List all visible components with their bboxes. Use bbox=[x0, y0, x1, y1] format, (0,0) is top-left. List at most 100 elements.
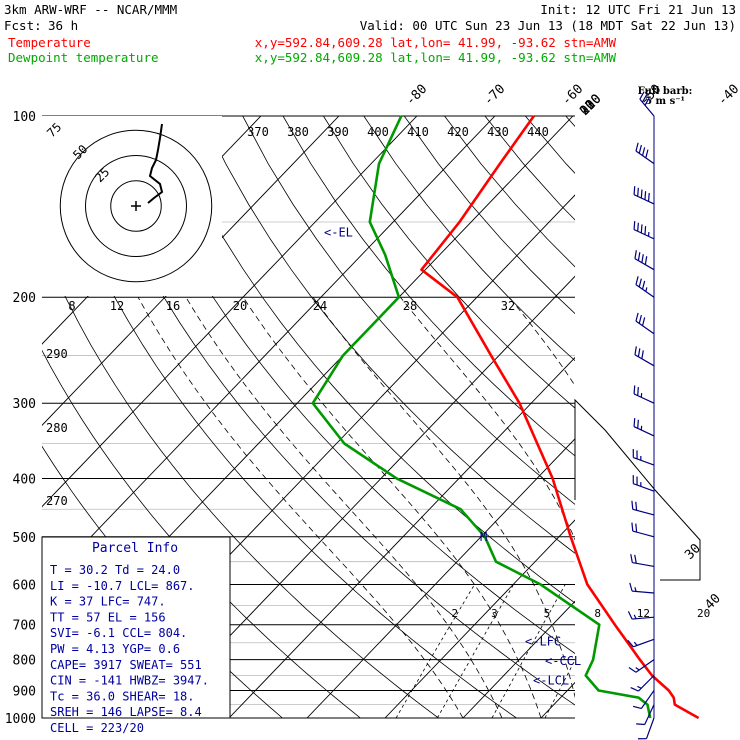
mixing-ratio-line bbox=[491, 584, 566, 718]
dry-adiabat bbox=[323, 116, 575, 409]
dry-adiabat bbox=[606, 116, 740, 718]
dry-adiabat bbox=[484, 116, 575, 221]
parcel-info-row: SVI= -6.1 CCL= 804. bbox=[50, 626, 187, 640]
mixing-ratio-label: 20 bbox=[697, 607, 710, 620]
dry-adiabat bbox=[242, 116, 575, 505]
isotherm-label-right: 30 bbox=[682, 541, 704, 563]
level-annotation: <-CCL bbox=[545, 654, 581, 668]
parcel-info-row: TT = 57 EL = 156 bbox=[50, 610, 166, 624]
pressure-label: 700 bbox=[13, 619, 36, 634]
wind-speed-label: 28 bbox=[403, 299, 417, 313]
barb-note-line1: Full barb: bbox=[638, 86, 693, 97]
mixing-ratio-label: 8 bbox=[594, 607, 601, 620]
parcel-info-row: LI = -10.7 LCL= 867. bbox=[50, 579, 195, 593]
theta-e-label: 400 bbox=[367, 125, 389, 139]
wind-barb bbox=[632, 448, 655, 466]
hodograph-trace bbox=[147, 123, 164, 204]
wind-barb bbox=[627, 611, 655, 620]
dry-adiabat bbox=[80, 116, 575, 706]
isotherm-label-top: -70 bbox=[481, 82, 508, 109]
init-time: Init: 12 UTC Fri 21 Jun 13 bbox=[540, 2, 736, 17]
wind-barb bbox=[635, 276, 655, 298]
level-annotation: M bbox=[480, 530, 487, 544]
pressure-label: 600 bbox=[13, 578, 36, 593]
dry-adiabat bbox=[524, 116, 575, 174]
isotherm-line bbox=[150, 275, 575, 718]
wind-barb bbox=[635, 142, 655, 165]
dry-adiabat bbox=[42, 118, 517, 718]
wind-barb bbox=[632, 690, 655, 710]
dry-adiabat bbox=[403, 116, 575, 315]
wind-barb bbox=[633, 186, 655, 205]
wind-speed-label: 32 bbox=[501, 299, 515, 313]
mixing-ratio-label: 12 bbox=[637, 607, 650, 620]
wind-barb bbox=[630, 554, 655, 568]
isotherm-label-top: -80 bbox=[403, 82, 430, 109]
valid-time: Valid: 00 UTC Sun 23 Jun 13 (18 MDT Sat … bbox=[360, 18, 736, 33]
wind-barb bbox=[633, 385, 655, 404]
hodograph-ring bbox=[59, 129, 213, 283]
parcel-info-box: Parcel Info T = 30.2 Td = 24.0 LI = -10.7 … bbox=[41, 536, 231, 735]
theta-e-label: 380 bbox=[287, 125, 309, 139]
parcel-info-title: Parcel Info bbox=[92, 541, 178, 556]
isotherm-label-top: -40 bbox=[715, 82, 740, 109]
moist-adiabat bbox=[242, 296, 542, 718]
wind-barb bbox=[627, 638, 655, 648]
wind-barb bbox=[631, 522, 655, 538]
level-annotation: <-LCL bbox=[533, 674, 569, 688]
wind-barb bbox=[634, 346, 655, 367]
dry-adiabat bbox=[201, 116, 575, 554]
dry-adiabat bbox=[687, 116, 740, 718]
wind-barb bbox=[633, 418, 655, 437]
wind-barb bbox=[630, 675, 655, 692]
theta-e-label: 420 bbox=[447, 125, 469, 139]
isotherm-line bbox=[228, 356, 575, 718]
level-annotation: <-LFC bbox=[525, 635, 561, 649]
pressure-label: 200 bbox=[13, 291, 36, 306]
mixing-ratio-label: 5 bbox=[544, 607, 551, 620]
temperature-trace bbox=[420, 115, 700, 720]
mixing-ratio-line bbox=[593, 584, 660, 718]
theta-label: 270 bbox=[46, 494, 68, 508]
barb-note-line2: 5 m s⁻¹ bbox=[645, 96, 685, 107]
sounding-traces: <-EL <-LFC <-CCL <-LCL M bbox=[311, 115, 700, 720]
wind-barb bbox=[633, 221, 655, 240]
wind-barb bbox=[639, 91, 655, 117]
pressure-label: 800 bbox=[13, 654, 36, 669]
theta-e-label: 440 bbox=[527, 125, 549, 139]
parcel-info-row: CAPE= 3917 SWEAT= 551 bbox=[50, 658, 202, 672]
theta-label: 290 bbox=[46, 347, 68, 361]
dry-adiabat bbox=[42, 244, 439, 718]
diagram-outline-right bbox=[574, 398, 701, 581]
pressure-label: 400 bbox=[13, 472, 36, 487]
parcel-info-row: K = 37 LFC= 747. bbox=[50, 595, 166, 609]
moist-adiabat bbox=[185, 296, 503, 718]
hodograph-ring bbox=[85, 155, 187, 257]
legend-temperature-info: x,y=592.84,609.28 lat,lon= 41.99, -93.62… bbox=[255, 35, 617, 50]
parcel-info-row: CELL = 223/20 bbox=[50, 721, 144, 735]
wind-speed-label: 12 bbox=[110, 299, 124, 313]
wind-barb bbox=[634, 250, 655, 271]
isotherm-line bbox=[306, 438, 575, 718]
moist-adiabat bbox=[400, 296, 575, 541]
wind-barb bbox=[637, 717, 655, 740]
dry-adiabat bbox=[121, 116, 575, 654]
dry-adiabat bbox=[363, 116, 575, 362]
isotherm-line bbox=[42, 116, 418, 508]
isotherm-line bbox=[42, 116, 496, 589]
dewpoint-trace bbox=[311, 115, 652, 719]
wind-barb bbox=[628, 659, 655, 673]
level-annotation: <-EL bbox=[324, 225, 353, 239]
isotherm-line bbox=[462, 600, 575, 718]
wind-barb bbox=[631, 500, 655, 516]
wind-speed-label: 20 bbox=[233, 299, 247, 313]
dry-adiabat bbox=[161, 116, 575, 604]
theta-e-label: 370 bbox=[247, 125, 269, 139]
wind-speed-label: 24 bbox=[313, 299, 327, 313]
hodograph-ring bbox=[110, 180, 162, 232]
wind-speed-label: 8 bbox=[68, 299, 75, 313]
pressure-label: 1000 bbox=[5, 712, 36, 727]
legend-dewpoint-info: x,y=592.84,609.28 lat,lon= 41.99, -93.62… bbox=[255, 50, 617, 65]
